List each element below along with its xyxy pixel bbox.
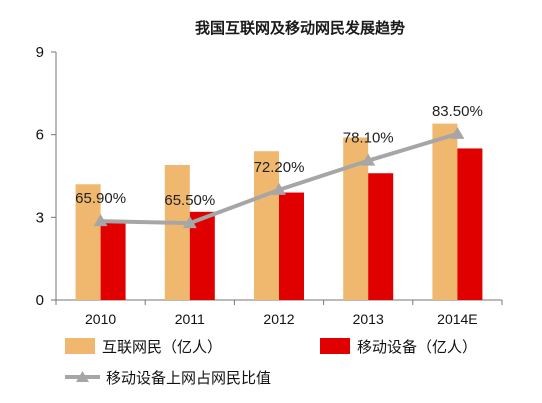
ratio-line: 65.90% 65.50% 72.20% 78.10% 83.50% bbox=[75, 103, 483, 229]
bar-internet-users bbox=[432, 123, 458, 301]
bar-mobile-users bbox=[457, 148, 483, 300]
x-tick-label: 2014E bbox=[437, 311, 477, 327]
bars bbox=[75, 123, 483, 301]
x-tick-label: 2012 bbox=[263, 311, 294, 327]
legend-label-internet: 互联网民（亿人） bbox=[102, 338, 222, 356]
bar-mobile-users bbox=[100, 222, 126, 300]
legend-swatch-ratio-marker bbox=[76, 371, 89, 382]
x-tick-label: 2011 bbox=[175, 311, 205, 327]
bar-internet-users bbox=[254, 151, 279, 300]
x-tick-label: 2013 bbox=[353, 311, 384, 327]
y-tick-label: 0 bbox=[36, 292, 44, 309]
bar-mobile-users bbox=[279, 192, 304, 300]
ratio-point bbox=[361, 153, 376, 166]
chart-title: 我国互联网及移动网民发展趋势 bbox=[195, 19, 405, 37]
y-tick-label: 9 bbox=[36, 44, 44, 61]
x-tick-label: 2010 bbox=[85, 311, 116, 327]
ratio-point bbox=[182, 216, 197, 229]
ratio-point bbox=[450, 126, 465, 139]
ratio-point bbox=[272, 182, 286, 195]
axes: 0 3 6 9 2010 2011 2012 2013 2014E bbox=[36, 44, 503, 327]
ratio-data-label: 83.50% bbox=[432, 103, 483, 120]
y-tick-label: 3 bbox=[36, 209, 44, 226]
bar-mobile-users bbox=[368, 173, 394, 300]
y-tick-label: 6 bbox=[36, 127, 44, 144]
legend-label-mobile: 移动设备（亿人） bbox=[357, 338, 477, 356]
legend-label-ratio: 移动设备上网占网民比值 bbox=[106, 369, 271, 387]
ratio-data-label: 78.10% bbox=[343, 130, 394, 147]
bar-internet-users bbox=[164, 164, 190, 300]
ratio-point bbox=[93, 214, 108, 227]
legend-swatch-mobile bbox=[320, 338, 350, 354]
legend: 互联网民（亿人） 移动设备（亿人） 移动设备上网占网民比值 bbox=[65, 338, 477, 387]
bar-internet-users bbox=[75, 184, 101, 300]
ratio-data-label: 72.20% bbox=[254, 159, 305, 176]
legend-swatch-internet bbox=[65, 338, 95, 354]
ratio-data-label: 65.90% bbox=[75, 190, 126, 207]
ratio-data-label: 65.50% bbox=[164, 192, 215, 209]
